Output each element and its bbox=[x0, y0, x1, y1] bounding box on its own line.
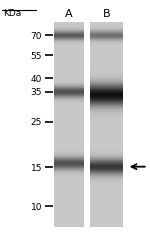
Bar bbox=[90, 116, 123, 117]
Text: 10: 10 bbox=[30, 202, 42, 211]
Text: A: A bbox=[65, 9, 73, 19]
Bar bbox=[90, 94, 123, 95]
Bar bbox=[90, 84, 123, 85]
Bar bbox=[90, 90, 123, 91]
Bar bbox=[90, 79, 123, 80]
Bar bbox=[90, 91, 123, 92]
Bar bbox=[90, 102, 123, 103]
Bar bbox=[90, 93, 123, 94]
Text: 55: 55 bbox=[30, 52, 42, 61]
Bar bbox=[90, 113, 123, 114]
Bar bbox=[90, 92, 123, 93]
Bar bbox=[90, 81, 123, 82]
Text: 70: 70 bbox=[30, 32, 42, 41]
Bar bbox=[90, 72, 123, 73]
Bar bbox=[90, 98, 123, 99]
Bar bbox=[90, 87, 123, 88]
Bar bbox=[90, 78, 123, 79]
Text: 40: 40 bbox=[31, 74, 42, 83]
Text: 35: 35 bbox=[30, 88, 42, 97]
Bar bbox=[90, 96, 123, 97]
Bar bbox=[90, 108, 123, 109]
Bar bbox=[90, 88, 123, 89]
Bar bbox=[90, 99, 123, 100]
Bar bbox=[90, 101, 123, 102]
Bar bbox=[90, 80, 123, 81]
Text: 15: 15 bbox=[30, 163, 42, 172]
Bar bbox=[90, 97, 123, 98]
Text: KDa: KDa bbox=[3, 9, 21, 18]
Bar bbox=[90, 89, 123, 90]
Bar bbox=[90, 83, 123, 84]
Bar bbox=[90, 119, 123, 120]
Bar bbox=[90, 103, 123, 104]
Bar bbox=[90, 73, 123, 74]
Bar bbox=[90, 82, 123, 83]
Bar bbox=[90, 114, 123, 115]
Bar bbox=[90, 106, 123, 107]
Bar bbox=[90, 85, 123, 86]
Bar bbox=[90, 112, 123, 113]
Text: 25: 25 bbox=[31, 118, 42, 127]
Bar bbox=[90, 76, 123, 77]
Bar bbox=[90, 110, 123, 111]
Bar bbox=[90, 86, 123, 87]
Bar bbox=[90, 109, 123, 110]
Bar bbox=[90, 107, 123, 108]
Bar bbox=[90, 95, 123, 96]
Bar bbox=[54, 22, 84, 228]
Bar bbox=[90, 104, 123, 105]
Bar bbox=[90, 22, 123, 228]
Text: B: B bbox=[103, 9, 110, 19]
Bar bbox=[90, 111, 123, 112]
Bar bbox=[90, 105, 123, 106]
Bar bbox=[90, 75, 123, 76]
Bar bbox=[90, 77, 123, 78]
Bar bbox=[90, 117, 123, 118]
Bar bbox=[90, 74, 123, 75]
Bar bbox=[90, 115, 123, 116]
Bar bbox=[90, 118, 123, 119]
Bar bbox=[90, 100, 123, 101]
